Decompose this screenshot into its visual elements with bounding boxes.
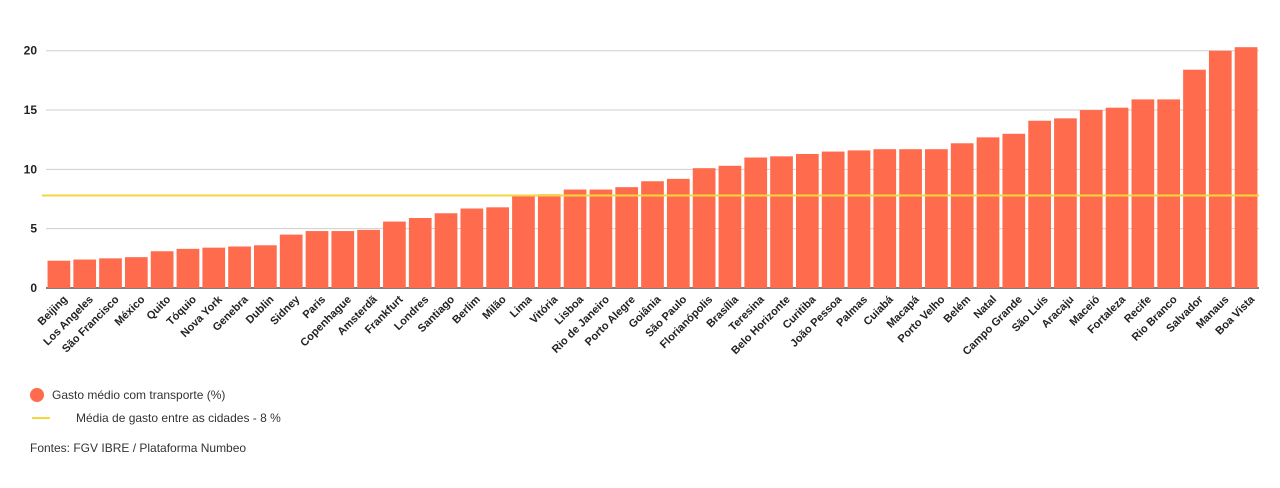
- bar: [976, 137, 1000, 288]
- y-tick-label: 0: [30, 281, 37, 295]
- x-tick-label: Sidney: [268, 293, 303, 328]
- bar: [873, 149, 897, 288]
- bar: [1234, 47, 1258, 288]
- legend-bar-label: Gasto médio com transporte (%): [52, 388, 226, 402]
- bar: [305, 231, 329, 288]
- bar: [357, 229, 380, 288]
- bar: [899, 149, 922, 288]
- bar: [1002, 133, 1026, 288]
- bar: [589, 189, 613, 288]
- bar: [1157, 99, 1181, 288]
- bar: [770, 156, 793, 288]
- bar: [486, 207, 510, 288]
- bar: [950, 143, 974, 288]
- bar: [176, 248, 200, 288]
- bar: [460, 208, 484, 288]
- bar: [254, 245, 277, 288]
- bar: [1054, 118, 1077, 288]
- bar: [99, 258, 122, 288]
- bar: [821, 151, 845, 288]
- x-tick-label: Berlim: [450, 293, 483, 326]
- y-tick-label: 20: [24, 44, 38, 58]
- bar: [1183, 69, 1206, 288]
- source-note: Fontes: FGV IBRE / Plataforma Numbeo: [30, 441, 247, 455]
- bar: [73, 259, 97, 288]
- bar: [925, 149, 948, 288]
- legend-average-label: Média de gasto entre as cidades - 8 %: [76, 411, 281, 425]
- bar: [537, 194, 561, 288]
- bar: [47, 260, 71, 288]
- bar: [1208, 50, 1232, 288]
- bar: [150, 251, 174, 288]
- bar: [1131, 99, 1155, 288]
- legend-item-bar: Gasto médio com transporte (%): [30, 388, 225, 402]
- y-tick-label: 15: [24, 103, 38, 117]
- x-tick-label: Belém: [941, 293, 973, 325]
- legend-item-average: Média de gasto entre as cidades - 8 %: [32, 411, 281, 425]
- bar: [615, 187, 639, 288]
- bar: [434, 213, 458, 288]
- y-tick-label: 10: [24, 162, 38, 176]
- bar: [744, 157, 768, 288]
- bar: [202, 247, 226, 288]
- bar: [666, 178, 690, 288]
- bar: [383, 221, 406, 288]
- bar: [847, 150, 871, 288]
- bar: [1079, 110, 1103, 288]
- bar: [1028, 120, 1051, 288]
- legend-average-swatch: [32, 417, 50, 419]
- bar: [512, 195, 535, 288]
- bar: [228, 246, 251, 288]
- bar: [1105, 107, 1129, 288]
- bar: [408, 218, 432, 288]
- bar: [279, 234, 303, 288]
- bars: [47, 47, 1258, 288]
- bar: [563, 189, 587, 288]
- legend-bar-swatch: [30, 388, 44, 402]
- y-axis-ticks: 0 5 10 15 20: [24, 44, 38, 295]
- bar: [718, 165, 742, 288]
- x-tick-label: Milão: [480, 293, 509, 322]
- bar: [692, 168, 716, 288]
- bar: [331, 231, 355, 288]
- bar: [795, 153, 819, 288]
- y-tick-label: 5: [30, 222, 37, 236]
- bar: [124, 257, 148, 288]
- bar: [641, 181, 664, 288]
